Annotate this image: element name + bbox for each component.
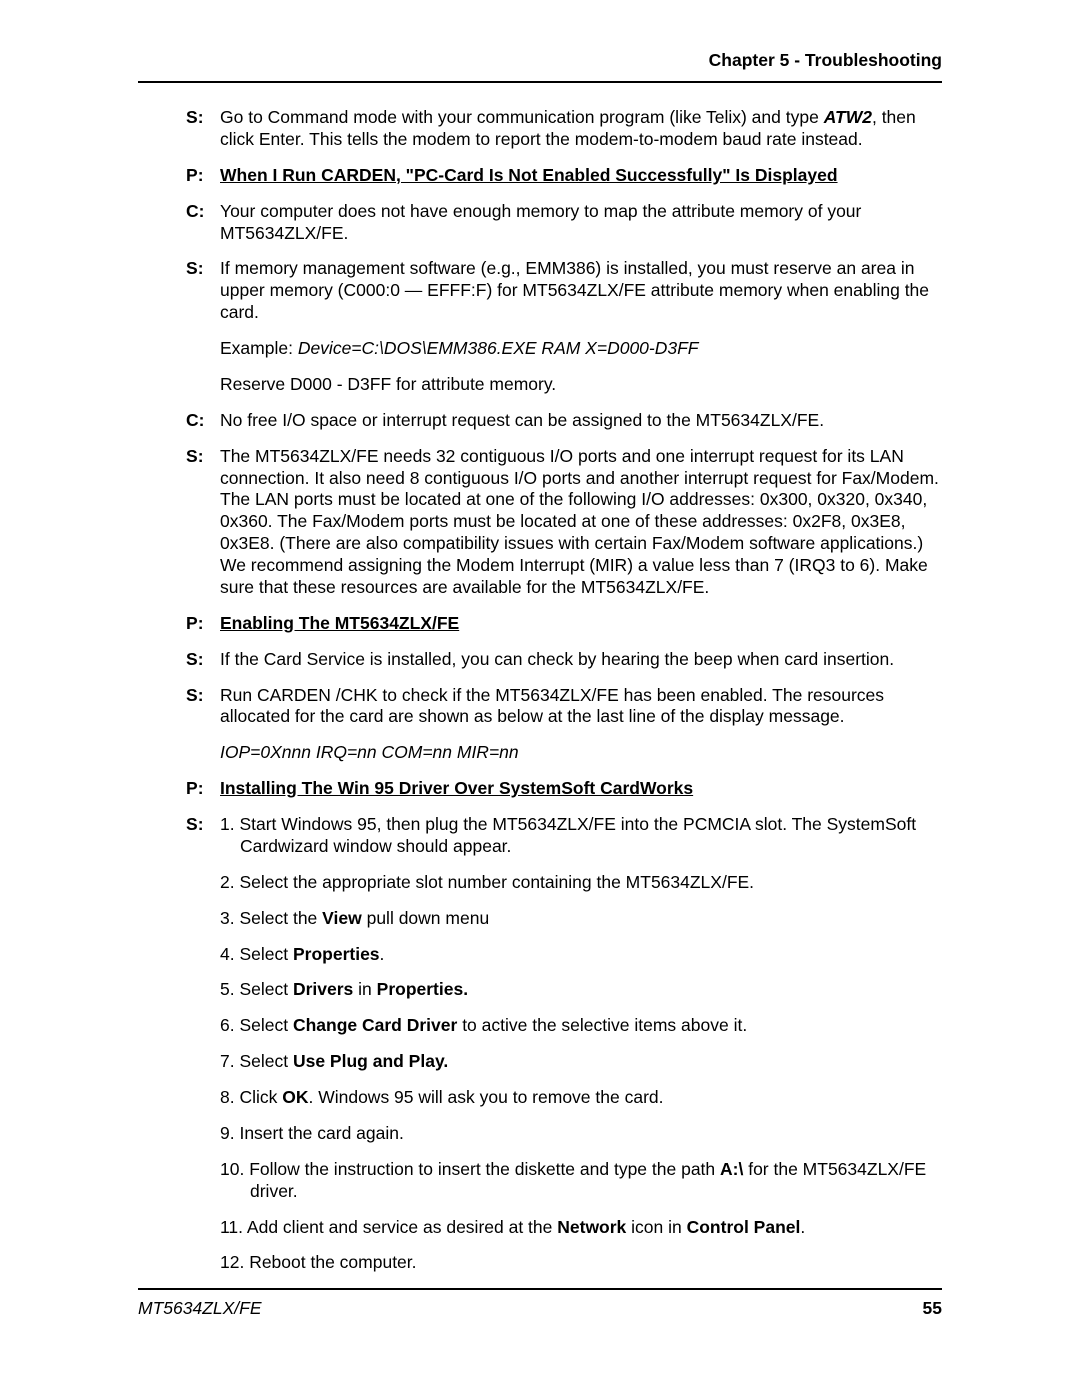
reserve-line: Reserve D000 - D3FF for attribute memory… [220,374,942,396]
step-7: 7. Select Use Plug and Play. [220,1051,942,1073]
tag-s: S: [186,107,220,151]
body-c2: No free I/O space or interrupt request c… [220,410,942,432]
page-footer: MT5634ZLX/FE 55 [138,1288,942,1319]
tag-s: S: [186,685,220,729]
item-p3: P: Installing The Win 95 Driver Over Sys… [186,778,942,800]
footer-rule [138,1288,942,1290]
step-1: 1. Start Windows 95, then plug the MT563… [220,814,942,858]
item-s2: S: If memory management software (e.g., … [186,258,942,324]
item-s-steps: S: 1. Start Windows 95, then plug the MT… [186,814,942,1288]
content-body: S: Go to Command mode with your communic… [138,107,942,1288]
footer-page-number: 55 [923,1298,942,1319]
page: Chapter 5 - Troubleshooting S: Go to Com… [0,0,1080,1288]
body-c1: Your computer does not have enough memor… [220,201,942,245]
footer-model: MT5634ZLX/FE [138,1298,262,1319]
body-s4: If the Card Service is installed, you ca… [220,649,942,671]
tag-s: S: [186,258,220,324]
step-3: 3. Select the View pull down menu [220,908,942,930]
step-4: 4. Select Properties. [220,944,942,966]
step-6: 6. Select Change Card Driver to active t… [220,1015,942,1037]
step-9: 9. Insert the card again. [220,1123,942,1145]
step-10: 10. Follow the instruction to insert the… [220,1159,942,1203]
item-c2: C: No free I/O space or interrupt reques… [186,410,942,432]
tag-p: P: [186,165,220,187]
tag-s: S: [186,649,220,671]
tag-p: P: [186,778,220,800]
tag-c: C: [186,410,220,432]
item-s5: S: Run CARDEN /CHK to check if the MT563… [186,685,942,729]
tag-c: C: [186,201,220,245]
step-5: 5. Select Drivers in Properties. [220,979,942,1001]
heading-p1: When I Run CARDEN, "PC-Card Is Not Enabl… [220,165,942,187]
heading-p3: Installing The Win 95 Driver Over System… [220,778,942,800]
example-code: Device=C:\DOS\EMM386.EXE RAM X=D000-D3FF [298,338,699,358]
step-11: 11. Add client and service as desired at… [220,1217,942,1239]
header-rule [138,81,942,83]
chapter-header: Chapter 5 - Troubleshooting [138,50,942,71]
tag-s: S: [186,446,220,599]
step-12: 12. Reboot the computer. [220,1252,942,1274]
item-p2: P: Enabling The MT5634ZLX/FE [186,613,942,635]
body-s3: The MT5634ZLX/FE needs 32 contiguous I/O… [220,446,942,599]
heading-p2: Enabling The MT5634ZLX/FE [220,613,942,635]
text: Example: [220,338,298,358]
body-s1: Go to Command mode with your communicati… [220,107,942,151]
item-s1: S: Go to Command mode with your communic… [186,107,942,151]
text: Go to Command mode with your communicati… [220,107,824,127]
body-s2: If memory management software (e.g., EMM… [220,258,942,324]
body-s5: Run CARDEN /CHK to check if the MT5634ZL… [220,685,942,729]
iop-line: IOP=0Xnnn IRQ=nn COM=nn MIR=nn [220,742,942,764]
step-2: 2. Select the appropriate slot number co… [220,872,942,894]
footer-row: MT5634ZLX/FE 55 [138,1298,942,1319]
step-8: 8. Click OK. Windows 95 will ask you to … [220,1087,942,1109]
tag-p: P: [186,613,220,635]
item-s3: S: The MT5634ZLX/FE needs 32 contiguous … [186,446,942,599]
item-p1: P: When I Run CARDEN, "PC-Card Is Not En… [186,165,942,187]
steps-body: 1. Start Windows 95, then plug the MT563… [220,814,942,1288]
item-s4: S: If the Card Service is installed, you… [186,649,942,671]
example-line: Example: Device=C:\DOS\EMM386.EXE RAM X=… [220,338,942,360]
cmd-atw2: ATW2 [824,107,872,127]
item-c1: C: Your computer does not have enough me… [186,201,942,245]
tag-s: S: [186,814,220,1288]
